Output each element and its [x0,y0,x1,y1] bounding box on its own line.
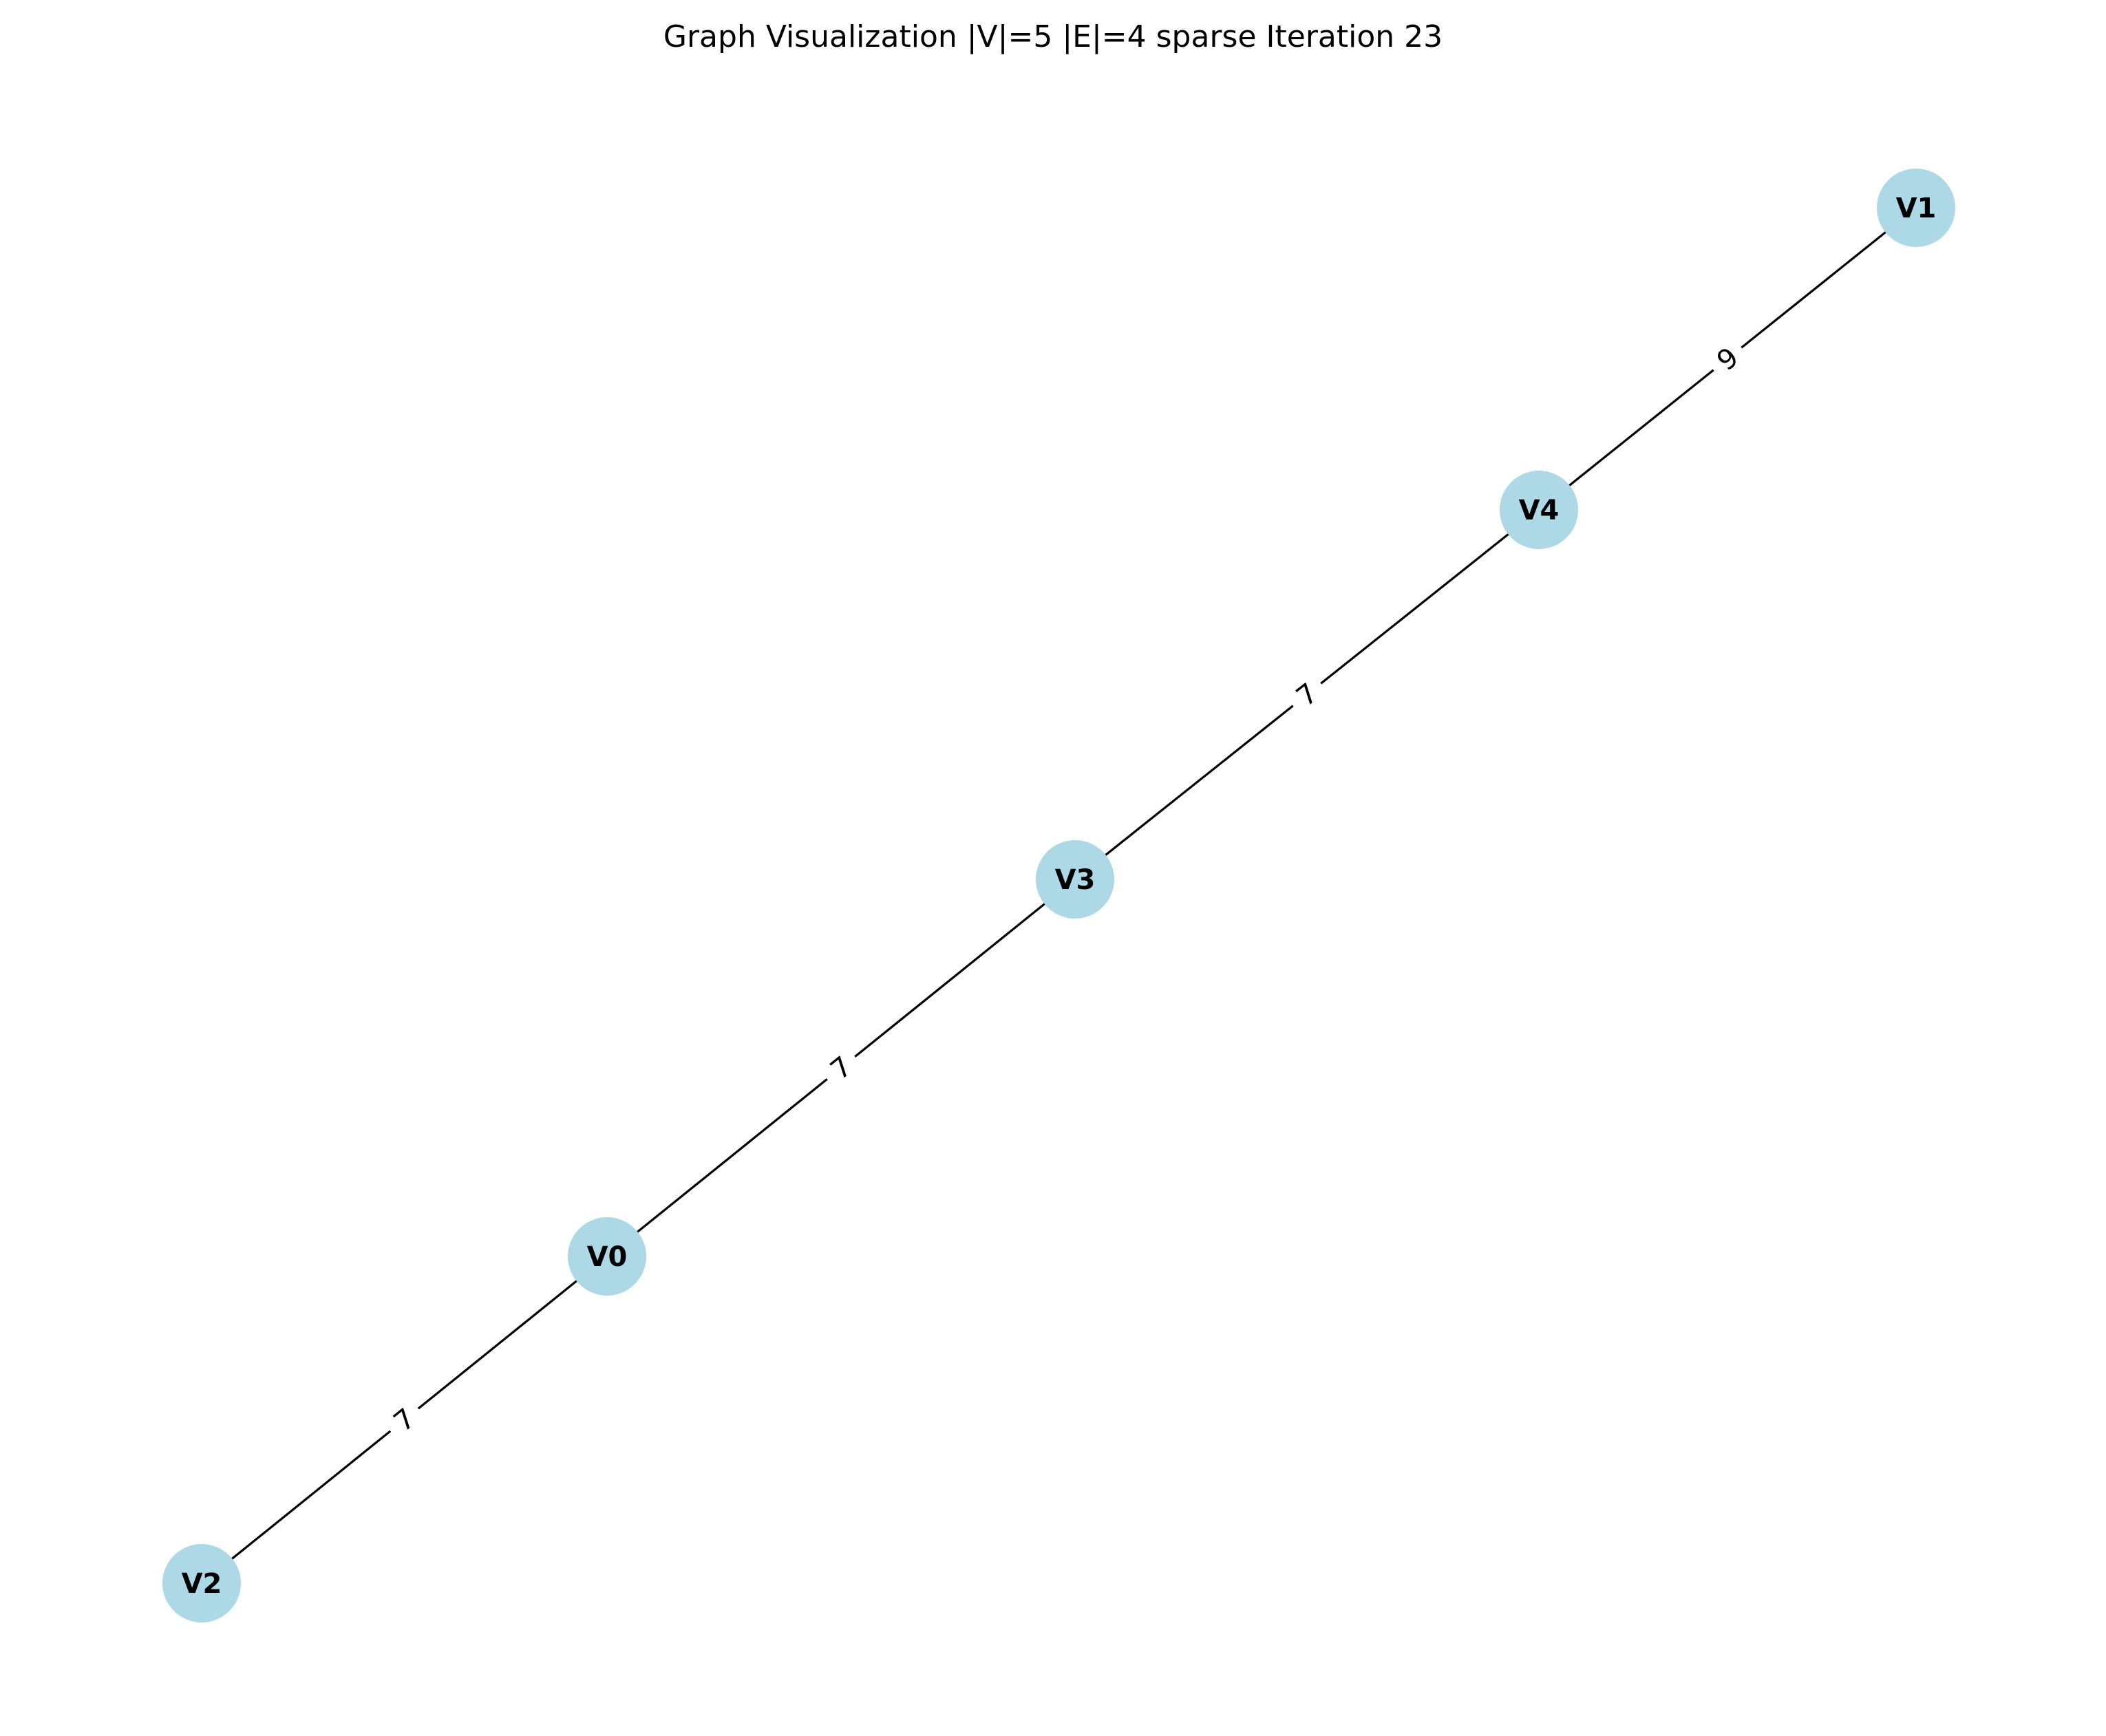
graph-title: Graph Visualization |V|=5 |E|=4 sparse I… [663,19,1443,54]
edge-label-group: 9 [1702,333,1753,385]
node-circle [162,1544,241,1622]
node-circle [1500,471,1578,549]
edge-label-background [816,1042,866,1093]
edge-label-background [1281,669,1332,720]
nodes-layer: V0 V1 V2 V3 V4 [162,169,1955,1622]
node-v3: V3 [1036,840,1114,919]
node-circle [568,1217,646,1296]
edge-label-group: 7 [1281,669,1332,720]
edge-label-group: 7 [816,1042,866,1093]
node-label: V2 [182,1568,222,1600]
node-label: V0 [587,1241,628,1273]
node-label: V1 [1896,193,1937,224]
edge-label-background [1702,333,1753,385]
node-label: V4 [1519,495,1560,526]
node-v1: V1 [1877,169,1955,247]
node-circle [1877,169,1955,247]
node-circle [1036,840,1114,919]
node-v0: V0 [568,1217,646,1296]
node-v2: V2 [162,1544,241,1622]
edge-label-group: 7 [379,1394,430,1446]
edge-label-background [379,1394,430,1446]
node-label: V3 [1055,864,1096,896]
edge-labels-layer: 9 7 7 7 [379,333,1753,1446]
node-v4: V4 [1500,471,1578,549]
